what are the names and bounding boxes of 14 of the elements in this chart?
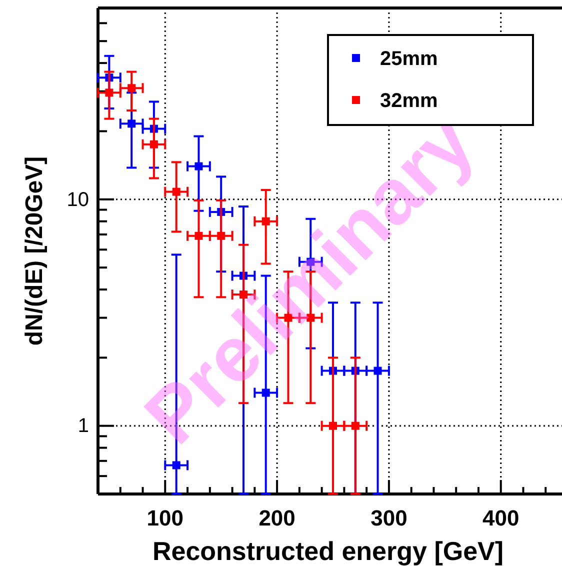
legend-label: 32mm [380,90,438,112]
x-tick-label: 200 [258,506,296,531]
x-tick-label: 300 [370,506,408,531]
y-tick-label: 10 [66,188,89,211]
x-axis-title: Reconstructed energy [GeV] [152,536,504,566]
y-tick-label: 1 [78,415,89,438]
x-tick-label: 400 [482,506,520,531]
x-tick-label: 100 [146,506,184,531]
point [128,120,136,128]
point [172,461,180,470]
point [128,84,136,92]
legend-label: 25mm [380,48,438,70]
y-axis-title: dN/(dE) [/20GeV] [21,156,48,346]
point [105,88,114,97]
